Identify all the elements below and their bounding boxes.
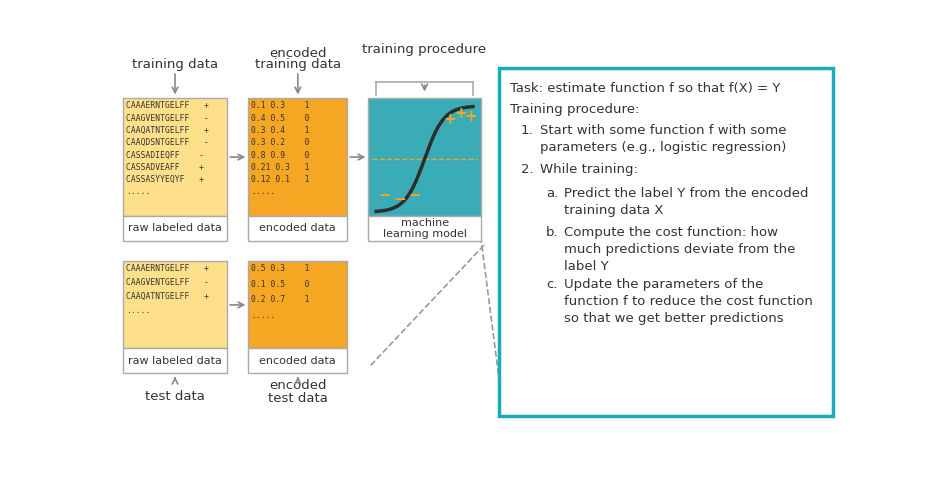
Text: CAAAERNTGELFF   +: CAAAERNTGELFF + bbox=[126, 264, 209, 273]
Text: CAAQATNTGELFF   +: CAAQATNTGELFF + bbox=[126, 126, 209, 135]
Text: 0.8 0.9    0: 0.8 0.9 0 bbox=[252, 151, 309, 160]
Text: Task: estimate function f so that f(X) = Y: Task: estimate function f so that f(X) =… bbox=[510, 82, 781, 95]
Text: CAAQATNTGELFF   +: CAAQATNTGELFF + bbox=[126, 292, 209, 301]
Text: a.: a. bbox=[546, 187, 558, 200]
Text: encoded: encoded bbox=[269, 47, 326, 60]
Bar bbox=[248, 261, 348, 348]
Text: 0.3 0.2    0: 0.3 0.2 0 bbox=[252, 138, 309, 147]
Bar bbox=[123, 261, 227, 348]
Text: 0.4 0.5    0: 0.4 0.5 0 bbox=[252, 114, 309, 122]
Text: test data: test data bbox=[267, 391, 328, 404]
Bar bbox=[248, 216, 348, 240]
Bar bbox=[123, 216, 227, 240]
Text: raw labeled data: raw labeled data bbox=[128, 356, 222, 366]
Text: machine
learning model: machine learning model bbox=[382, 217, 467, 239]
Text: Start with some function f with some
parameters (e.g., logistic regression): Start with some function f with some par… bbox=[540, 124, 787, 154]
Text: CASSASYYEQYF   +: CASSASYYEQYF + bbox=[126, 175, 204, 184]
Text: b.: b. bbox=[546, 226, 558, 239]
Text: 0.1 0.3    1: 0.1 0.3 1 bbox=[252, 101, 309, 110]
Text: 0.5 0.3    1: 0.5 0.3 1 bbox=[252, 264, 309, 273]
Text: .....: ..... bbox=[126, 306, 150, 315]
Text: CAAAERNTGELFF   +: CAAAERNTGELFF + bbox=[126, 101, 209, 110]
Text: +: + bbox=[443, 112, 456, 127]
Text: 0.3 0.4    1: 0.3 0.4 1 bbox=[252, 126, 309, 135]
Text: 0.12 0.1   1: 0.12 0.1 1 bbox=[252, 175, 309, 184]
Text: test data: test data bbox=[145, 390, 205, 403]
Text: encoded data: encoded data bbox=[259, 223, 336, 233]
Bar bbox=[248, 98, 348, 216]
Text: Predict the label Y from the encoded
training data X: Predict the label Y from the encoded tra… bbox=[565, 187, 809, 217]
Text: −: − bbox=[378, 188, 391, 203]
Text: CAAQDSNTGELFF   -: CAAQDSNTGELFF - bbox=[126, 138, 209, 147]
Text: training procedure: training procedure bbox=[363, 43, 487, 56]
Text: .....: ..... bbox=[252, 187, 276, 196]
Text: c.: c. bbox=[546, 278, 557, 292]
Text: raw labeled data: raw labeled data bbox=[128, 223, 222, 233]
Text: +: + bbox=[464, 109, 477, 124]
Text: 2.: 2. bbox=[521, 163, 534, 176]
Text: .....: ..... bbox=[126, 187, 150, 196]
Text: .....: ..... bbox=[252, 311, 276, 320]
Text: Training procedure:: Training procedure: bbox=[510, 103, 639, 116]
Bar bbox=[368, 98, 481, 216]
Text: Compute the cost function: how
much predictions deviate from the
label Y: Compute the cost function: how much pred… bbox=[565, 226, 796, 273]
Bar bbox=[123, 348, 227, 373]
Text: encoded: encoded bbox=[269, 379, 326, 392]
Bar bbox=[248, 348, 348, 373]
Text: 0.2 0.7    1: 0.2 0.7 1 bbox=[252, 295, 309, 304]
Bar bbox=[500, 68, 832, 416]
Text: CASSADVEAFF    +: CASSADVEAFF + bbox=[126, 163, 204, 172]
Text: While training:: While training: bbox=[540, 163, 637, 176]
Text: 1.: 1. bbox=[521, 124, 534, 137]
Text: +: + bbox=[454, 106, 467, 121]
Text: −: − bbox=[408, 188, 421, 203]
Text: training data: training data bbox=[132, 58, 218, 71]
Text: 0.1 0.5    0: 0.1 0.5 0 bbox=[252, 280, 309, 289]
Text: CASSADIEQFF    -: CASSADIEQFF - bbox=[126, 151, 204, 160]
Bar bbox=[368, 216, 481, 240]
Text: encoded data: encoded data bbox=[259, 356, 336, 366]
Text: CAAGVENTGELFF   -: CAAGVENTGELFF - bbox=[126, 278, 209, 287]
Text: training data: training data bbox=[254, 58, 341, 71]
Text: −: − bbox=[393, 192, 406, 207]
Text: Update the parameters of the
function f to reduce the cost function
so that we g: Update the parameters of the function f … bbox=[565, 278, 814, 326]
Bar bbox=[123, 98, 227, 216]
Text: CAAGVENTGELFF   -: CAAGVENTGELFF - bbox=[126, 114, 209, 122]
Text: 0.21 0.3   1: 0.21 0.3 1 bbox=[252, 163, 309, 172]
